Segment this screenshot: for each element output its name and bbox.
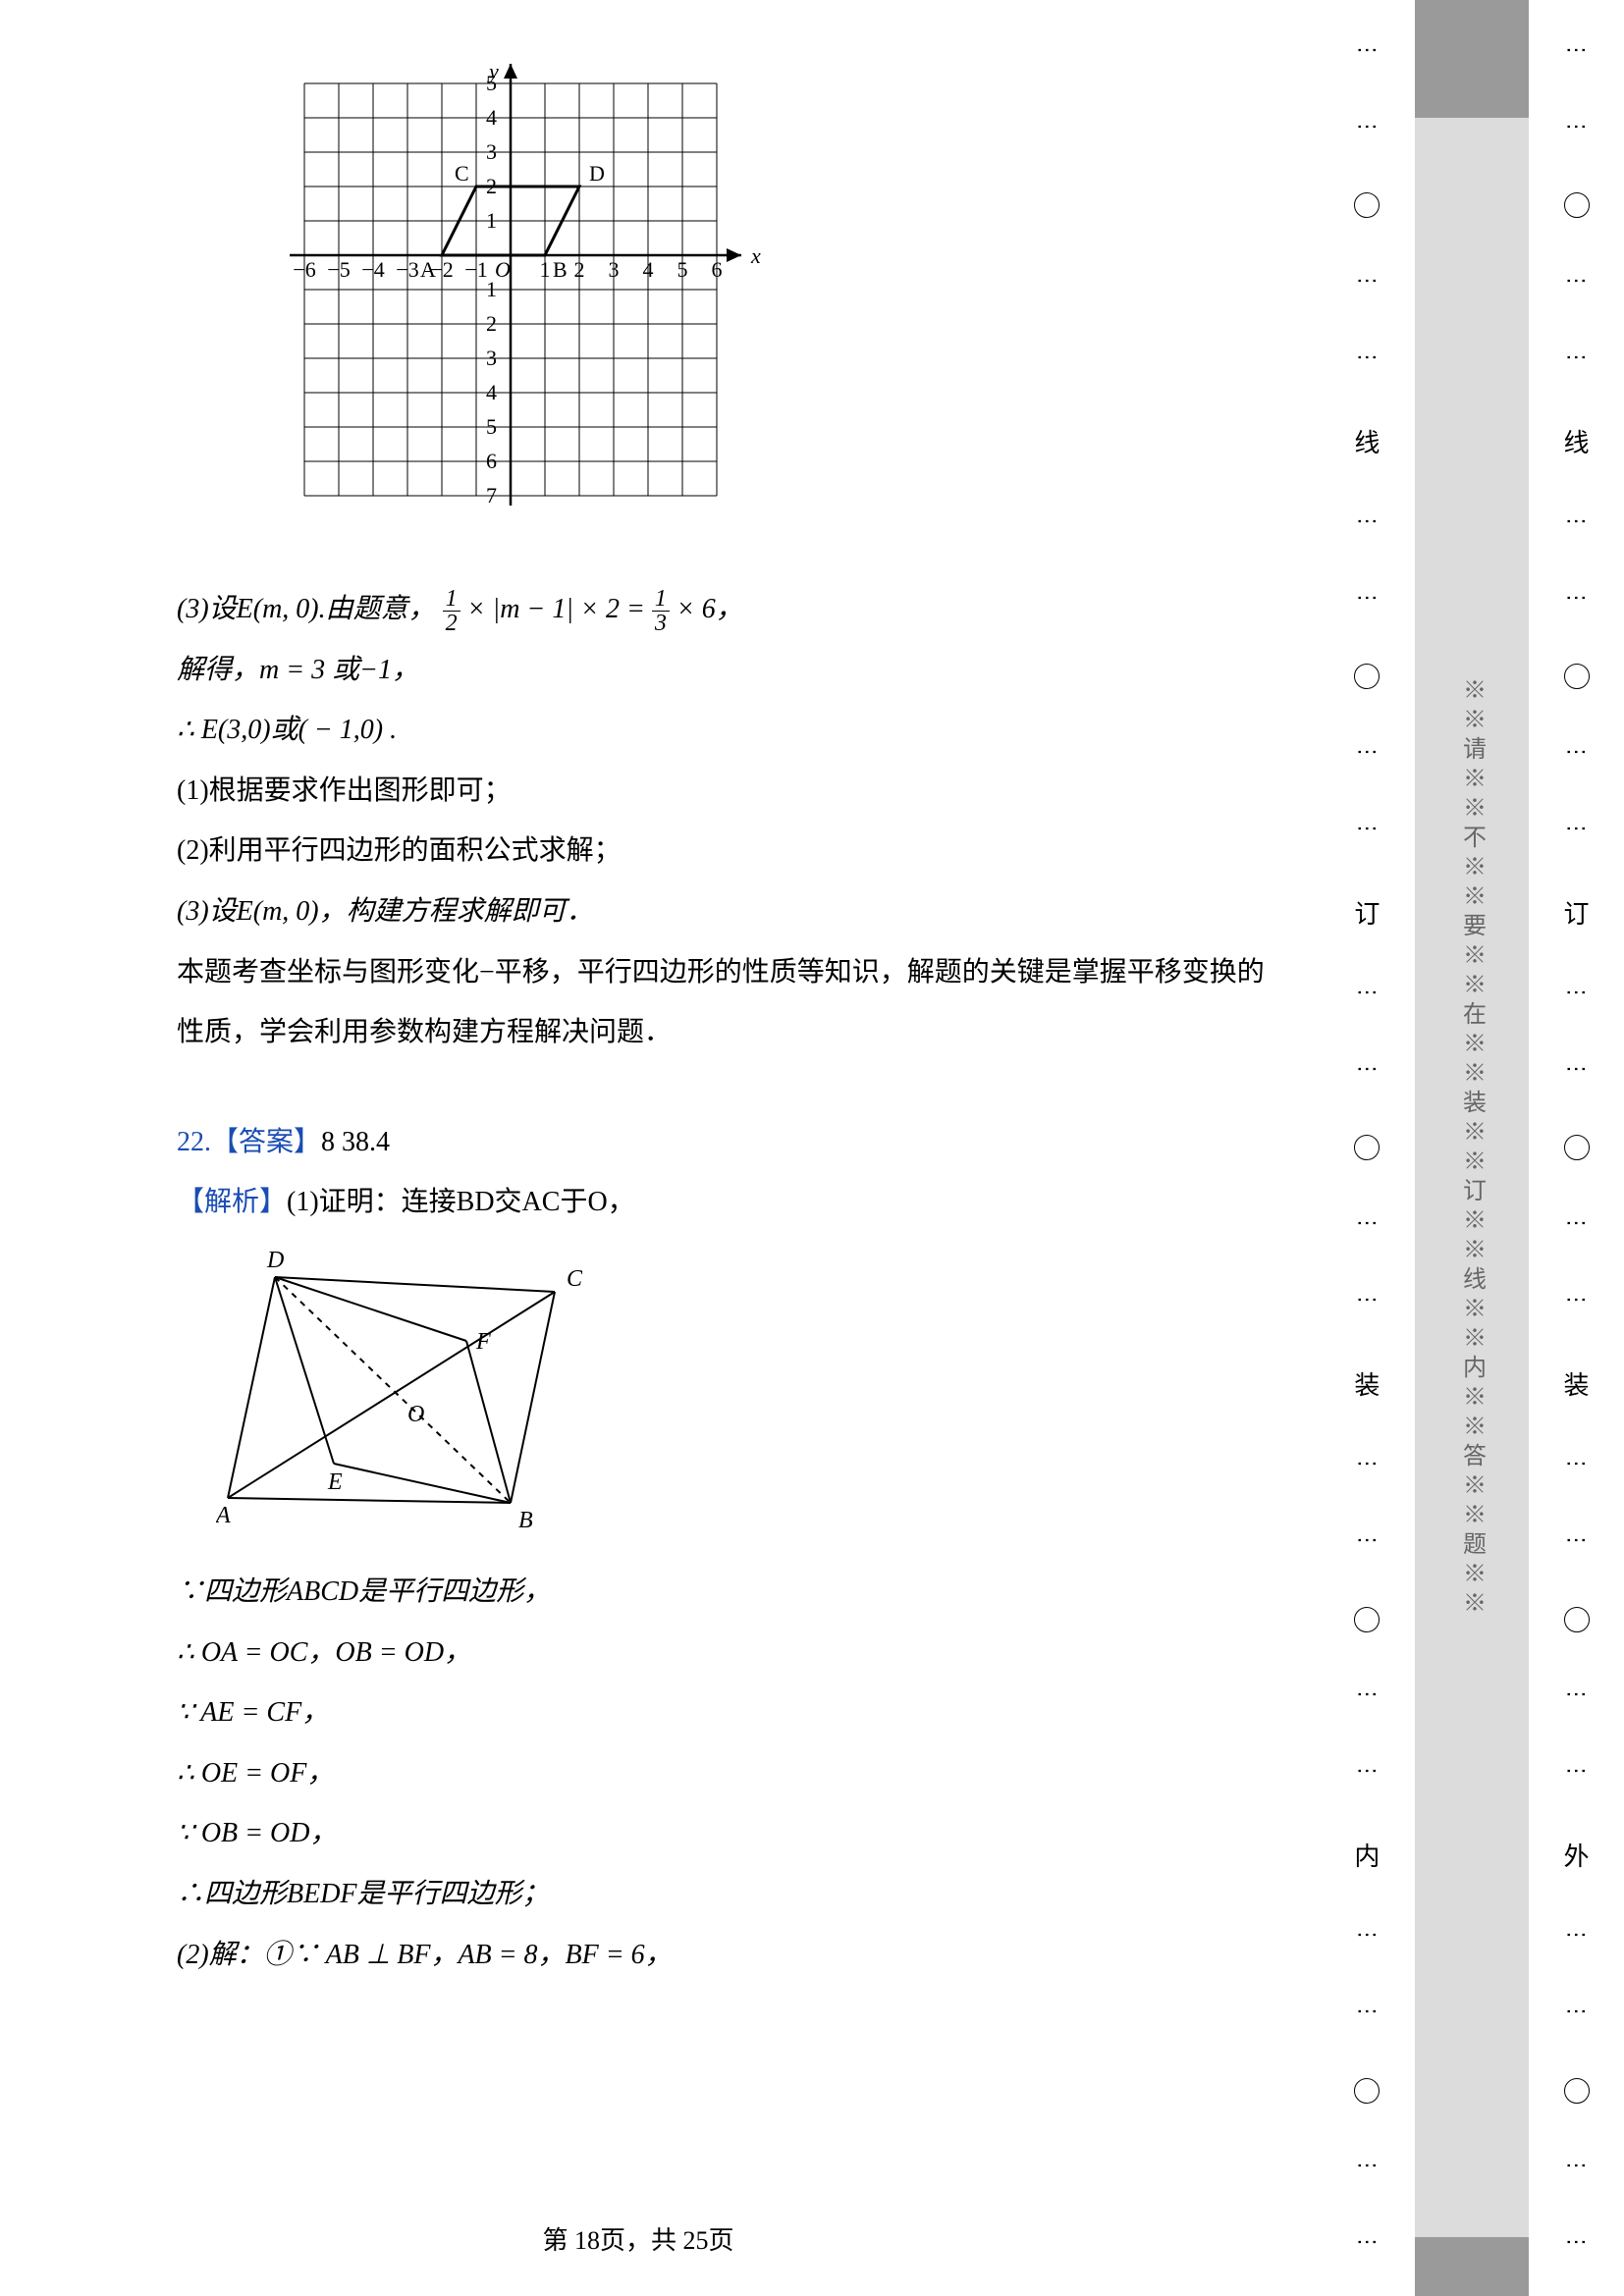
svg-text:O: O (495, 257, 511, 282)
svg-text:B: B (518, 1508, 533, 1532)
l7: (2)解：①∵ AB ⊥ BF，AB = 8，BF = 6， (177, 1925, 1276, 1986)
svg-text:6: 6 (486, 449, 497, 473)
svg-text:3: 3 (609, 257, 620, 282)
binding-outer-col: ⋮⋮⋮⋮线⋮⋮⋮⋮订⋮⋮⋮⋮装⋮⋮⋮⋮外⋮⋮⋮⋮ (1529, 0, 1624, 2296)
analysis-tag: 【解析】 (177, 1187, 287, 1217)
fraction: 12 (443, 587, 460, 635)
svg-text:−4: −4 (361, 257, 384, 282)
em: E(m, 0) (237, 594, 319, 624)
svg-text:x: x (750, 243, 761, 268)
text: ，构建方程求解即可． (319, 896, 594, 927)
math: m = 3 或−1， (259, 655, 419, 685)
binding-strip: ⋮⋮⋮⋮线⋮⋮⋮⋮订⋮⋮⋮⋮装⋮⋮⋮⋮内⋮⋮⋮⋮ ※※请※※不※※要※※在※※装… (1320, 0, 1624, 2296)
denominator: 3 (652, 612, 670, 635)
svg-text:−1: −1 (464, 257, 487, 282)
svg-text:1: 1 (540, 257, 551, 282)
answer-tag: 【答案】 (211, 1127, 321, 1157)
fraction: 13 (652, 587, 670, 635)
l1: ∵四边形ABCD是平行四边形， (177, 1562, 1276, 1623)
svg-text:D: D (589, 161, 605, 186)
svg-text:−3: −3 (396, 257, 418, 282)
svg-text:7: 7 (486, 483, 497, 507)
binding-warning-text: ※※请※※不※※要※※在※※装※※订※※线※※内※※答※※题※※ (1455, 677, 1489, 1620)
therefore-line: ∴ E(3,0)或( − 1,0) . (177, 700, 1276, 761)
dot-column: ⋮⋮⋮⋮线⋮⋮⋮⋮订⋮⋮⋮⋮装⋮⋮⋮⋮外⋮⋮⋮⋮ (1564, 20, 1590, 2276)
svg-text:−5: −5 (327, 257, 350, 282)
svg-text:C: C (567, 1266, 583, 1292)
l6: ∴四边形BEDF是平行四边形； (177, 1864, 1276, 1925)
svg-text:4: 4 (486, 105, 497, 130)
svg-text:F: F (475, 1329, 491, 1355)
text: 解得， (177, 655, 259, 685)
svg-text:6: 6 (712, 257, 723, 282)
svg-text:E: E (327, 1469, 343, 1495)
svg-text:A: A (216, 1503, 231, 1528)
svg-text:O: O (407, 1402, 424, 1427)
denominator: 2 (443, 612, 460, 635)
text: (1)证明：连接BD交AC于O， (287, 1187, 635, 1217)
svg-text:C: C (455, 161, 469, 186)
step1: (1)根据要求作出图形即可； (177, 761, 1276, 822)
solve-line: 解得，m = 3 或−1， (177, 640, 1276, 701)
question-number: 22. (177, 1127, 211, 1157)
jiexi-line: 【解析】(1)证明：连接BD交AC于O， (177, 1172, 1276, 1233)
svg-text:3: 3 (486, 139, 497, 164)
answer-value: 8 38.4 (321, 1127, 390, 1157)
main-content: −6−5−4−3−2−1123456123451234567Oxy ABDC (… (177, 59, 1276, 1985)
text: (3)设 (177, 594, 237, 624)
text: .由题意， (319, 594, 436, 624)
binding-inner-col: ⋮⋮⋮⋮线⋮⋮⋮⋮订⋮⋮⋮⋮装⋮⋮⋮⋮内⋮⋮⋮⋮ (1320, 0, 1415, 2296)
math: E(m, 0) (237, 896, 319, 927)
geometry-diagram: A B C D E F O (216, 1248, 589, 1532)
page-footer: 第 18页，共 25页 (0, 2220, 1276, 2257)
svg-text:4: 4 (643, 257, 654, 282)
text: × |m − 1| × 2 = (467, 594, 645, 624)
l2: ∴ OA = OC，OB = OD， (177, 1623, 1276, 1683)
svg-text:1: 1 (486, 208, 497, 233)
coordinate-grid-chart: −6−5−4−3−2−1123456123451234567Oxy ABDC (265, 59, 815, 540)
q22-header: 22.【答案】8 38.4 (177, 1112, 1276, 1173)
p3-line: (3)设E(m, 0).由题意， 12 × |m − 1| × 2 = 13 ×… (177, 579, 1276, 640)
l4: ∴ OE = OF， (177, 1743, 1276, 1804)
svg-text:2: 2 (574, 257, 585, 282)
l5: ∵ OB = OD， (177, 1803, 1276, 1864)
svg-text:5: 5 (486, 414, 497, 439)
numerator: 1 (652, 587, 670, 612)
text: (3)设 (177, 896, 237, 927)
numerator: 1 (443, 587, 460, 612)
svg-text:D: D (266, 1248, 284, 1273)
step2: (2)利用平行四边形的面积公式求解； (177, 821, 1276, 881)
summary: 本题考查坐标与图形变化−平移，平行四边形的性质等知识，解题的关键是掌握平移变换的… (177, 942, 1276, 1063)
svg-text:4: 4 (486, 380, 497, 404)
svg-text:−6: −6 (293, 257, 315, 282)
dot-column: ⋮⋮⋮⋮线⋮⋮⋮⋮订⋮⋮⋮⋮装⋮⋮⋮⋮内⋮⋮⋮⋮ (1354, 20, 1380, 2276)
l3: ∵ AE = CF， (177, 1682, 1276, 1743)
svg-text:B: B (553, 257, 568, 282)
text: × 6， (677, 594, 743, 624)
binding-middle: ※※请※※不※※要※※在※※装※※订※※线※※内※※答※※题※※ (1415, 0, 1529, 2296)
svg-text:3: 3 (486, 346, 497, 370)
svg-text:2: 2 (486, 311, 497, 336)
svg-text:A: A (420, 257, 436, 282)
step3: (3)设E(m, 0)，构建方程求解即可． (177, 881, 1276, 942)
svg-text:y: y (487, 59, 499, 83)
svg-text:5: 5 (677, 257, 688, 282)
